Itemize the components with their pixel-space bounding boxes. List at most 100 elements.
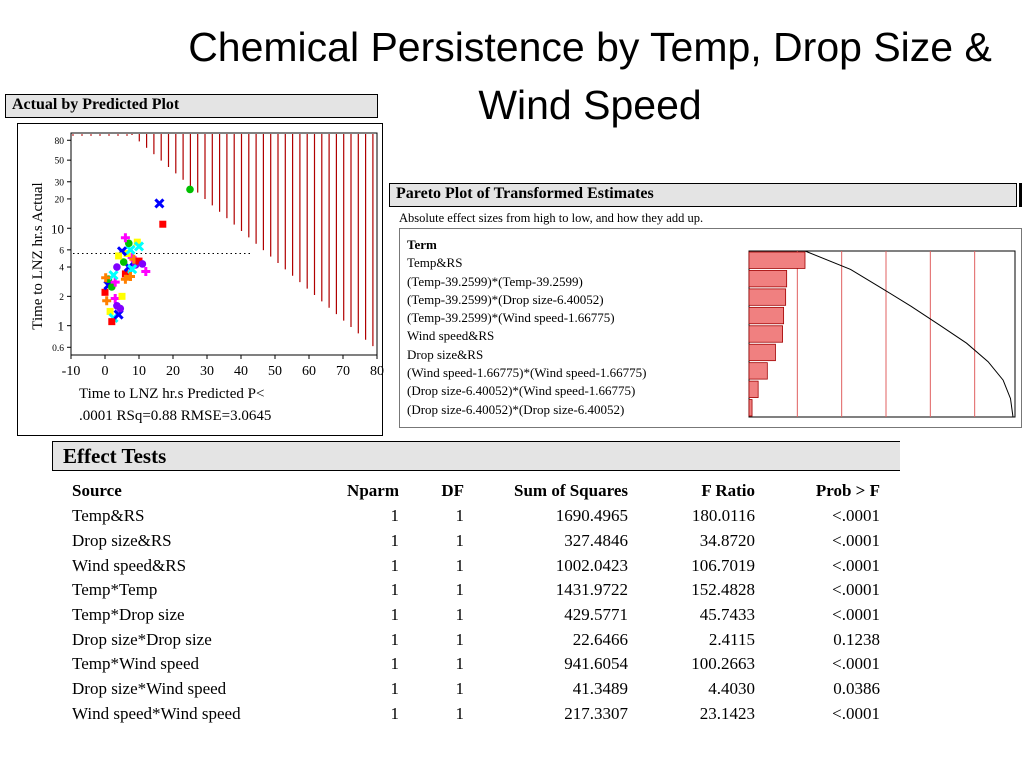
x-axis-label-line2: .0001 RSq=0.88 RMSE=3.0645: [79, 408, 271, 424]
pareto-reference-lines: [796, 251, 976, 417]
pareto-bars: [748, 251, 806, 417]
pareto-bar: [748, 343, 776, 362]
table-cell: <.0001: [832, 654, 880, 674]
table-cell: 1: [390, 580, 400, 600]
table-cell: 1690.4965: [555, 506, 628, 526]
x-tick-label: 80: [370, 364, 384, 379]
data-point: [141, 266, 151, 276]
effect-tests-table: Source Nparm DF Sum of Squares F Ratio P…: [62, 478, 884, 726]
table-cell: 1431.9722: [555, 580, 628, 600]
x-tick-label: -10: [62, 364, 81, 379]
data-point: [133, 238, 141, 246]
pareto-plot-header[interactable]: Pareto Plot of Transformed Estimates: [389, 183, 1017, 207]
data-point: [110, 294, 120, 304]
y-axis-label: Time to LNZ hr.s Actual: [30, 182, 46, 329]
table-cell: 941.6054: [564, 654, 628, 674]
table-cell: 180.0116: [691, 506, 755, 526]
table-cell: 23.1423: [699, 703, 755, 723]
table-row: Drop size&RS 1 1 327.4846 34.8720 <.0001: [62, 529, 884, 554]
cumulative-curve: [804, 250, 1014, 418]
table-cell: 1: [455, 580, 465, 600]
pareto-bar: [748, 251, 806, 269]
table-cell: 1: [390, 703, 400, 723]
y-tick-label: 1: [58, 319, 65, 334]
table-header-row: Source Nparm DF Sum of Squares F Ratio P…: [62, 478, 884, 504]
table-cell: Wind speed&RS: [72, 555, 187, 575]
pareto-bar: [748, 270, 788, 288]
term-label: (Temp-39.2599)*(Temp-39.2599): [407, 273, 583, 289]
term-label: Temp&RS: [407, 255, 463, 271]
table-cell: 100.2663: [691, 654, 755, 674]
table-cell: <.0001: [832, 506, 880, 526]
pareto-bar: [748, 399, 753, 417]
pareto-bar: [748, 325, 783, 343]
table-cell: 1: [455, 629, 465, 649]
y-tick-label: 10: [51, 221, 64, 236]
y-tick-label: 20: [55, 195, 65, 205]
data-point: [118, 292, 126, 300]
table-cell: Drop size*Drop size: [72, 629, 212, 649]
term-label: (Drop size-6.40052)*(Drop size-6.40052): [407, 401, 625, 417]
data-point: [115, 252, 123, 260]
table-cell: 217.3307: [564, 703, 628, 723]
table-row: Temp*Wind speed 1 1 941.6054 100.2663 <.0001: [62, 652, 884, 677]
x-tick-label: 70: [336, 364, 350, 379]
data-point: [116, 304, 125, 313]
term-label: (Drop size-6.40052)*(Wind speed-1.66775): [407, 383, 636, 399]
table-cell: <.0001: [832, 703, 880, 723]
table-cell: Temp*Temp: [72, 580, 158, 600]
table-cell: 1: [455, 531, 465, 551]
actual-by-predicted-header[interactable]: Actual by Predicted Plot: [5, 94, 378, 118]
column-header: F Ratio: [701, 481, 755, 500]
pareto-chart: [748, 250, 1016, 418]
pareto-panel: [399, 228, 1022, 428]
y-tick-label: 50: [55, 157, 65, 167]
table-cell: 1: [455, 555, 465, 575]
table-cell: Temp&RS: [72, 506, 145, 526]
table-row: Temp*Temp 1 1 1431.9722 152.4828 <.0001: [62, 578, 884, 603]
table-cell: 1: [390, 629, 400, 649]
table-cell: 2.4115: [708, 629, 755, 649]
table-cell: Temp*Wind speed: [72, 654, 200, 674]
y-tick-label: 0.6: [52, 344, 64, 354]
data-point: [126, 271, 135, 281]
effect-tests-header[interactable]: Effect Tests: [52, 441, 900, 471]
table-cell: 152.4828: [691, 580, 755, 600]
pareto-bar: [748, 380, 759, 398]
table-cell: 22.6466: [572, 629, 628, 649]
y-tick-label: 4: [59, 264, 64, 274]
data-point: [120, 274, 130, 284]
y-tick-label: 80: [55, 137, 65, 147]
data-point: [119, 258, 128, 266]
x-tick-label: 40: [234, 364, 248, 379]
table-cell: 45.7433: [699, 605, 755, 625]
actual-by-predicted-plot: -10 0 10 20 30 40 50 60 70 80 0.6 1 2 4 6 10 20 30 50 80 T…: [30, 132, 384, 424]
data-point: [154, 198, 165, 209]
pareto-bar: [748, 288, 787, 306]
plot-frame: [70, 132, 378, 356]
data-point: [186, 185, 194, 194]
data-point: [133, 241, 145, 252]
table-cell: 1: [455, 506, 465, 526]
x-axis-ticks: -10 0 10 20 30 40 50 60 70 80: [62, 355, 384, 379]
data-point: [102, 296, 112, 306]
data-point: [159, 220, 167, 228]
table-cell: Drop size*Wind speed: [72, 679, 227, 699]
y-tick-label: 2: [59, 293, 64, 303]
x-tick-label: 50: [268, 364, 282, 379]
column-header: Source: [72, 481, 122, 500]
data-point: [101, 273, 111, 283]
table-cell: 1: [390, 654, 400, 674]
column-header: Nparm: [347, 481, 399, 500]
term-label: Drop size&RS: [407, 346, 484, 362]
term-label: (Temp-39.2599)*(Wind speed-1.66775): [407, 310, 615, 326]
data-point: [101, 288, 109, 296]
data-point: [121, 270, 129, 278]
table-cell: 41.3489: [572, 679, 628, 699]
table-cell: <.0001: [832, 531, 880, 551]
x-tick-label: 20: [166, 364, 180, 379]
table-cell: 1: [390, 531, 400, 551]
data-point: [108, 318, 116, 326]
term-label: (Wind speed-1.66775)*(Wind speed-1.66775…: [407, 365, 647, 381]
table-cell: Temp*Drop size: [72, 605, 185, 625]
